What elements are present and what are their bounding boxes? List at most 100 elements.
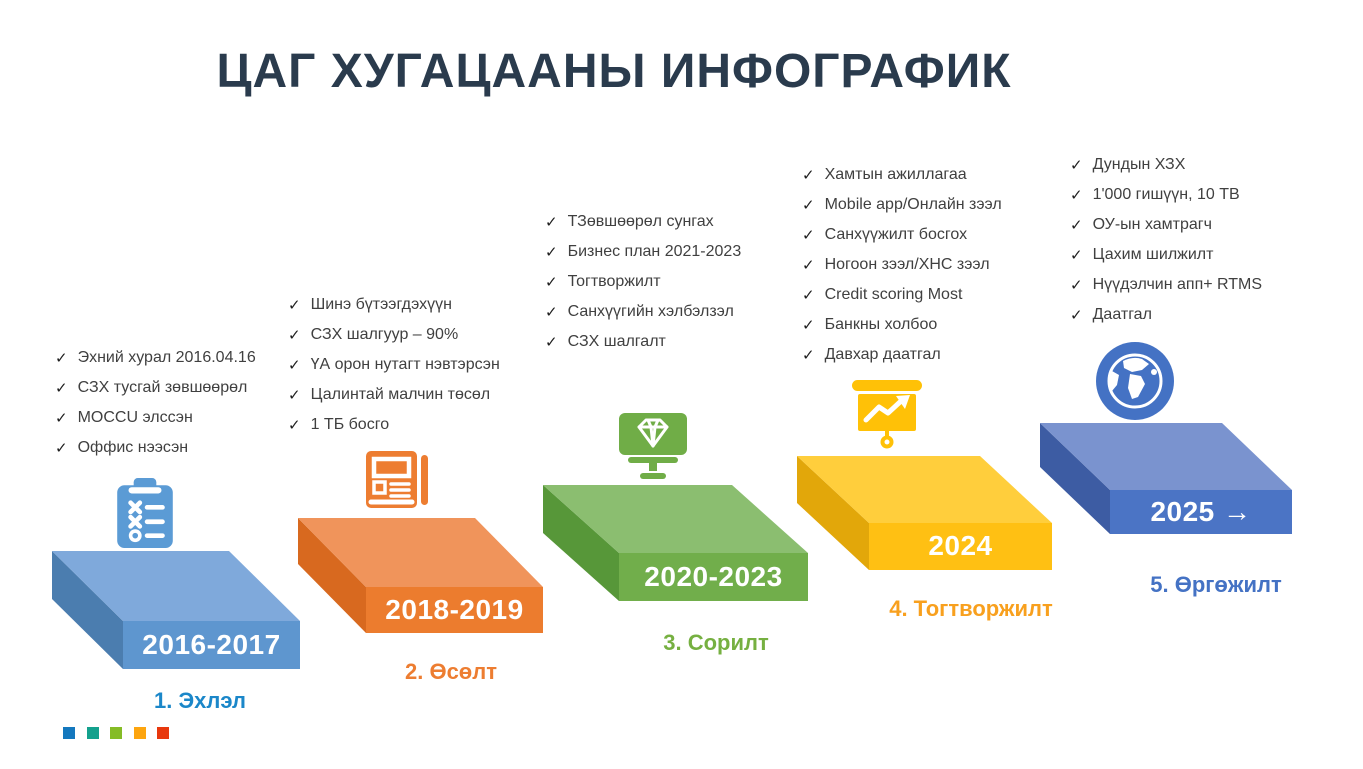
check-icon: ✓	[1070, 277, 1083, 294]
bullet-item: ✓ Цахим шилжилт	[1070, 240, 1262, 270]
platform-side-face	[298, 518, 366, 633]
stage-4-bullet-list: ✓ Хамтын ажиллагаа ✓ Mobile app/Онлайн зээ…	[802, 160, 1002, 370]
platform-front-face	[366, 587, 543, 633]
check-icon: ✓	[802, 167, 815, 184]
check-icon: ✓	[55, 350, 68, 367]
check-icon: ✓	[1070, 307, 1083, 324]
stage-label-4: 4. Тогтворжилт	[889, 596, 1053, 621]
platform-step-4	[797, 456, 1052, 570]
bullet-text: Тогтворжилт	[567, 273, 661, 290]
check-icon: ✓	[545, 244, 558, 261]
check-icon: ✓	[288, 417, 301, 434]
stage-label-1: 1. Эхлэл	[154, 688, 246, 713]
stage-label-3: 3. Сорилт	[663, 630, 769, 655]
bullet-item: ✓ Банкны холбоо	[802, 310, 1002, 340]
bullet-item: ✓ Цалинтай малчин төсөл	[288, 380, 500, 410]
page-title: ЦАГ ХУГАЦААНЫ ИНФОГРАФИК	[216, 45, 1012, 98]
check-icon: ✓	[545, 304, 558, 321]
bullet-item: ✓ 1'000 гишүүн, 10 ТВ	[1070, 180, 1262, 210]
bullet-text: MOCCU элссэн	[77, 409, 193, 426]
bullet-text: Дундын ХЗХ	[1092, 156, 1186, 173]
bullet-item: ✓ Давхар даатгал	[802, 340, 1002, 370]
bullet-item: ✓ СЗХ тусгай зөвшөөрөл	[55, 373, 256, 403]
check-icon: ✓	[1070, 157, 1083, 174]
footer-square	[86, 727, 99, 739]
newspaper-icon	[366, 448, 430, 512]
year-label: 2024	[928, 530, 993, 561]
check-icon: ✓	[288, 327, 301, 344]
stage-1-bullet-list: ✓ Эхний хурал 2016.04.16 ✓ СЗХ тусгай зөвш…	[55, 343, 256, 463]
monitor-diamond-icon	[619, 413, 688, 481]
platform-step-3	[543, 485, 808, 601]
check-icon: ✓	[55, 440, 68, 457]
bullet-text: СЗХ шалгуур – 90%	[310, 326, 459, 343]
bullet-item: ✓ СЗХ шалгуур – 90%	[288, 320, 500, 350]
check-icon: ✓	[545, 214, 558, 231]
check-icon: ✓	[1070, 187, 1083, 204]
platform-front-face	[619, 553, 808, 601]
bullet-item: ✓ ҮА орон нутагт нэвтэрсэн	[288, 350, 500, 380]
clipboard-checklist-icon	[117, 478, 173, 548]
platform-front-face	[869, 523, 1052, 570]
stage-label-5: 5. Өргөжилт	[1150, 572, 1282, 597]
check-icon: ✓	[1070, 217, 1083, 234]
stage-3-bullet-list: ✓ ТЗөвшөөрөл сунгах ✓ Бизнес план 2021-202…	[545, 207, 741, 357]
platform-step-2	[298, 518, 543, 633]
year-label: 2016-2017	[142, 629, 281, 660]
platform-step-5	[1040, 423, 1292, 534]
bullet-text: Нүүдэлчин апп+ RTMS	[1092, 276, 1263, 293]
bullet-item: ✓ MOCCU элссэн	[55, 403, 256, 433]
bullet-item: ✓ Ногоон зээл/ХНС зээл	[802, 250, 1002, 280]
check-icon: ✓	[1070, 247, 1083, 264]
platform-top-face	[797, 456, 1052, 523]
bullet-text: Оффис нээсэн	[77, 439, 189, 456]
bullet-text: СЗХ тусгай зөвшөөрөл	[77, 379, 248, 396]
bullet-item: ✓ Дундын ХЗХ	[1070, 150, 1262, 180]
bullet-text: Хамтын ажиллагаа	[824, 166, 967, 183]
bullet-item: ✓ Даатгал	[1070, 300, 1262, 330]
bullet-item: ✓ Credit scoring Most	[802, 280, 1002, 310]
bullet-item: ✓ Оффис нээсэн	[55, 433, 256, 463]
stage-2-bullet-list: ✓ Шинэ бүтээгдэхүүн ✓ СЗХ шалгуур – 90% ✓ Ү…	[288, 290, 500, 440]
bullet-item: ✓ Бизнес план 2021-2023	[545, 237, 741, 267]
bullet-item: ✓ ОУ-ын хамтрагч	[1070, 210, 1262, 240]
bullet-text: Санхүүгийн хэлбэлзэл	[567, 303, 734, 320]
check-icon: ✓	[802, 227, 815, 244]
bullet-item: ✓ Тогтворжилт	[545, 267, 741, 297]
bullet-text: 1'000 гишүүн, 10 ТВ	[1092, 186, 1240, 203]
year-label: 2025 →	[1150, 496, 1252, 527]
bullet-text: Бизнес план 2021-2023	[567, 243, 742, 260]
bullet-text: Банкны холбоо	[824, 316, 938, 333]
bullet-text: СЗХ шалгалт	[567, 333, 666, 350]
bullet-text: Цалинтай малчин төсөл	[310, 386, 491, 403]
footer-square	[133, 727, 146, 739]
bullet-item: ✓ Санхүүгийн хэлбэлзэл	[545, 297, 741, 327]
bullet-text: Цахим шилжилт	[1092, 246, 1214, 263]
presentation-chart-icon	[852, 380, 922, 450]
bullet-item: ✓ 1 ТБ босго	[288, 410, 500, 440]
platform-side-face	[797, 456, 869, 570]
bullet-text: Эхний хурал 2016.04.16	[77, 349, 256, 366]
bullet-text: Credit scoring Most	[824, 286, 963, 303]
year-label: 2020-2023	[644, 561, 783, 592]
check-icon: ✓	[288, 387, 301, 404]
bullet-text: Шинэ бүтээгдэхүүн	[310, 296, 452, 313]
bullet-text: Ногоон зээл/ХНС зээл	[824, 256, 990, 273]
bullet-text: 1 ТБ босго	[310, 416, 390, 433]
platform-top-face	[543, 485, 808, 553]
bullet-text: ОУ-ын хамтрагч	[1092, 216, 1212, 233]
bullet-item: ✓ Санхүүжилт босгох	[802, 220, 1002, 250]
check-icon: ✓	[55, 410, 68, 427]
platform-front-face	[123, 621, 300, 669]
footer-color-strip	[63, 727, 169, 739]
bullet-item: ✓ СЗХ шалгалт	[545, 327, 741, 357]
bullet-text: ҮА орон нутагт нэвтэрсэн	[310, 356, 500, 373]
check-icon: ✓	[545, 274, 558, 291]
check-icon: ✓	[288, 297, 301, 314]
stage-label-2: 2. Өсөлт	[405, 659, 497, 684]
platform-side-face	[52, 551, 123, 669]
year-label: 2018-2019	[385, 594, 524, 625]
bullet-item: ✓ Эхний хурал 2016.04.16	[55, 343, 256, 373]
